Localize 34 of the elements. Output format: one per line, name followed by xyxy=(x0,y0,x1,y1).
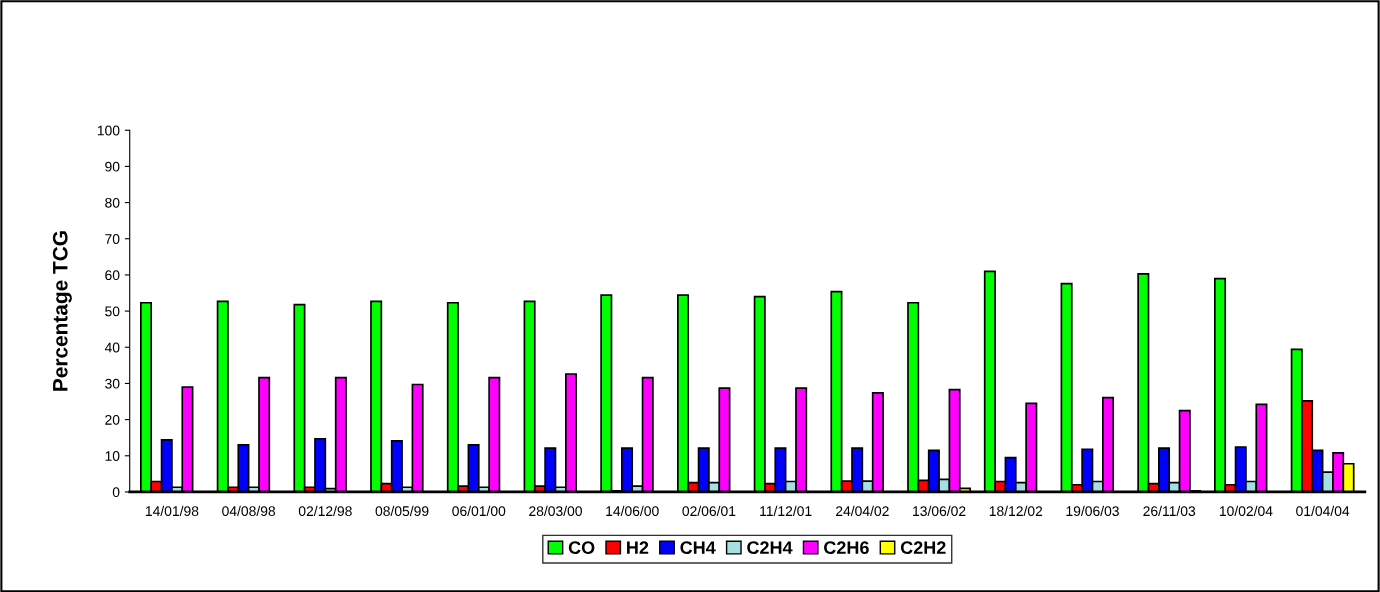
legend-label: C2H6 xyxy=(824,541,869,555)
x-tick-label: 19/06/03 xyxy=(1066,505,1119,517)
y-tick-label: 30 xyxy=(105,378,120,389)
y-tick-label: 100 xyxy=(97,125,120,136)
y-tick-label: 0 xyxy=(112,487,120,498)
y-tick-label: 40 xyxy=(104,342,120,353)
x-tick-label: 01/04/04 xyxy=(1296,505,1350,517)
x-tick-label: 26/11/03 xyxy=(1143,505,1196,517)
y-tick-label: 10 xyxy=(105,451,120,461)
legend-label: C2H4 xyxy=(747,541,793,555)
y-tick-label: 90 xyxy=(105,161,120,172)
legend-label: C2H2 xyxy=(900,541,946,555)
y-tick-label: 50 xyxy=(105,306,120,317)
x-tick-label: 14/06/00 xyxy=(606,505,659,517)
x-tick-label: 04/08/98 xyxy=(222,505,276,517)
x-tick-label: 06/01/00 xyxy=(452,505,506,517)
legend-label: CH4 xyxy=(680,541,716,555)
legend-label: CO xyxy=(568,541,595,555)
y-tick-label: 70 xyxy=(105,234,120,244)
x-tick-label: 13/06/02 xyxy=(913,505,966,517)
x-tick-label: 10/02/04 xyxy=(1219,505,1273,517)
y-tick-label: 20 xyxy=(105,414,120,425)
x-tick-label: 11/12/01 xyxy=(760,505,812,517)
x-tick-label: 02/06/01 xyxy=(682,505,736,517)
x-tick-label: 02/12/98 xyxy=(298,505,352,517)
x-tick-label: 18/12/02 xyxy=(989,505,1043,517)
legend-label: H2 xyxy=(627,541,649,554)
y-tick-label: 80 xyxy=(105,197,120,208)
x-tick-label: 14/01/98 xyxy=(145,505,199,517)
x-tick-label: 28/03/00 xyxy=(529,505,582,517)
x-tick-label: 24/04/02 xyxy=(836,505,889,517)
y-tick-label: 60 xyxy=(105,270,120,281)
x-tick-label: 08/05/99 xyxy=(375,505,429,517)
y-axis-title: Percentage TCG xyxy=(52,231,72,391)
